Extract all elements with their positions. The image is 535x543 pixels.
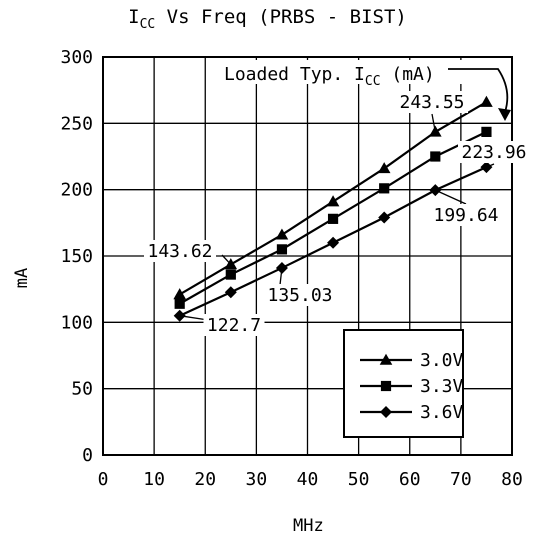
chart-title: ICC Vs Freq (PRBS - BIST): [128, 6, 407, 32]
x-tick-label: 40: [297, 469, 319, 490]
legend-box: [343, 329, 464, 438]
y-tick-label: 100: [60, 312, 93, 333]
data-point-3-3v: [327, 213, 339, 224]
annotation-label: 243.55: [399, 92, 464, 113]
annotation-bg: [144, 240, 216, 262]
annotation-label: 135.03: [267, 285, 332, 306]
legend-marker-3-0v: [379, 353, 393, 365]
y-tick-label: 300: [60, 47, 93, 68]
data-point-3-3v: [481, 126, 492, 137]
data-point-3-0v: [275, 228, 289, 240]
annotation-bg: [203, 314, 265, 336]
annotation-bg: [458, 141, 530, 163]
x-tick-label: 30: [246, 469, 268, 490]
x-axis-label: MHz: [293, 516, 324, 536]
y-tick-label: 0: [82, 445, 93, 466]
annotation-label: 122.7: [207, 315, 261, 336]
callout-arrow: [448, 68, 509, 113]
legend-label-3-3v: 3.3V: [420, 376, 464, 397]
callout-arrow-head: [498, 108, 511, 121]
annotation-leader: [435, 189, 467, 205]
annotation-bg: [430, 204, 502, 226]
data-point-3-3v: [430, 151, 441, 162]
x-tick-label: 20: [194, 469, 216, 490]
legend: 3.0V 3.3V 3.6V: [343, 329, 464, 438]
plot-frame: [102, 56, 513, 456]
callout-label: Loaded Typ. ICC (mA): [220, 60, 472, 89]
legend-marker-3-6v: [380, 406, 392, 418]
data-point-3-6v: [224, 286, 237, 299]
y-axis-label: mA: [12, 267, 33, 289]
x-tick-label: 70: [450, 469, 472, 490]
data-point-3-3v: [174, 298, 185, 309]
annotation-bg: [264, 284, 336, 306]
data-point-3-0v: [480, 95, 493, 107]
data-point-3-3v: [379, 183, 390, 194]
annotation-bg: [396, 91, 468, 113]
annotation-leader: [431, 113, 436, 133]
legend-label-3-6v: 3.6V: [420, 402, 464, 423]
y-tick-label: 250: [60, 113, 93, 134]
annotation-leader: [486, 163, 495, 168]
data-point-3-0v: [377, 162, 391, 174]
y-tick-label: 150: [60, 246, 93, 267]
annotation-leader: [179, 315, 209, 321]
annotation-label: 143.62: [147, 241, 212, 262]
data-point-3-0v: [326, 195, 340, 207]
y-tick-label: 200: [60, 180, 93, 201]
annotation-label: 223.96: [461, 142, 526, 163]
legend-marker-3-3v: [380, 380, 392, 392]
data-point-3-3v: [276, 244, 288, 255]
x-tick-label: 60: [399, 469, 421, 490]
x-tick-label: 10: [143, 469, 165, 490]
x-tick-label: 50: [348, 469, 370, 490]
data-point-3-6v: [378, 211, 391, 224]
data-point-3-6v: [327, 236, 340, 249]
data-point-3-3v: [225, 269, 236, 280]
annotation-label: 199.64: [433, 205, 498, 226]
data-point-3-0v: [173, 288, 186, 300]
annotation-leader: [279, 267, 283, 286]
annotation-leader: [221, 254, 232, 265]
callout-bg: [220, 60, 472, 84]
x-tick-label: 80: [501, 469, 523, 490]
y-tick-label: 50: [71, 379, 93, 400]
callout-text: Loaded Typ. ICC (mA): [224, 64, 435, 89]
x-tick-label: 0: [98, 469, 109, 490]
legend-label-3-0v: 3.0V: [420, 350, 464, 371]
